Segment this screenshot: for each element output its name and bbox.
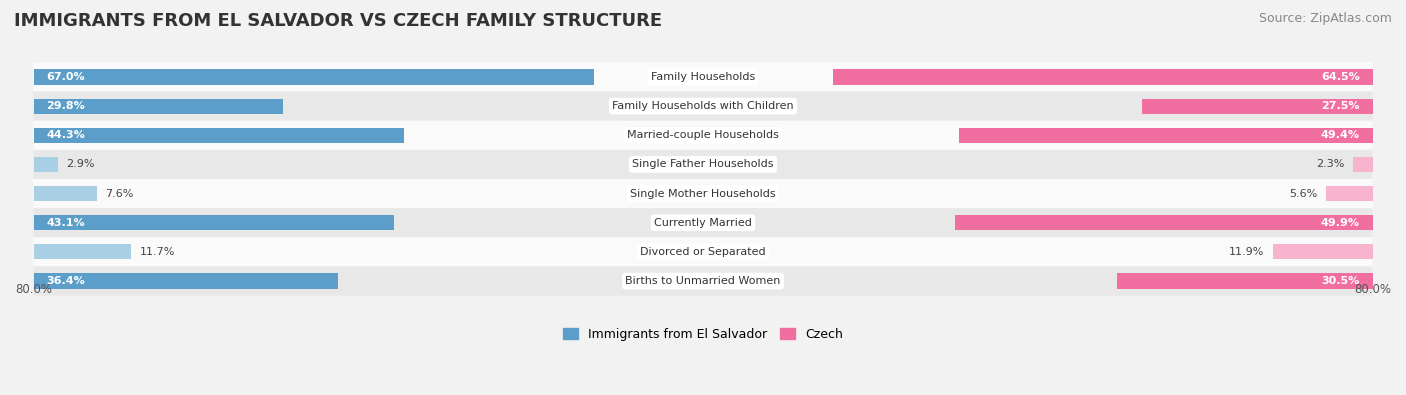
Text: 49.9%: 49.9% [1322,218,1360,228]
Text: 80.0%: 80.0% [1354,283,1391,295]
Text: Divorced or Separated: Divorced or Separated [640,247,766,257]
Text: Single Mother Households: Single Mother Households [630,188,776,199]
Text: 11.9%: 11.9% [1229,247,1264,257]
Text: Family Households: Family Households [651,72,755,82]
Bar [1353,157,1372,172]
FancyBboxPatch shape [34,150,1372,179]
Text: 7.6%: 7.6% [105,188,134,199]
Bar [34,70,595,85]
Text: 11.7%: 11.7% [139,247,176,257]
Text: 67.0%: 67.0% [46,72,84,82]
Bar [34,157,58,172]
Text: 49.4%: 49.4% [1322,130,1360,140]
FancyBboxPatch shape [34,267,1372,295]
FancyBboxPatch shape [34,92,1372,121]
Text: Single Father Households: Single Father Households [633,160,773,169]
FancyBboxPatch shape [34,237,1372,267]
Bar [959,128,1372,143]
Text: 43.1%: 43.1% [46,218,84,228]
Text: Source: ZipAtlas.com: Source: ZipAtlas.com [1258,12,1392,25]
Bar [1118,273,1372,289]
Bar [34,128,405,143]
Bar [832,70,1372,85]
Text: IMMIGRANTS FROM EL SALVADOR VS CZECH FAMILY STRUCTURE: IMMIGRANTS FROM EL SALVADOR VS CZECH FAM… [14,12,662,30]
Text: 36.4%: 36.4% [46,276,84,286]
Bar [955,215,1372,230]
Text: 64.5%: 64.5% [1322,72,1360,82]
Text: 5.6%: 5.6% [1289,188,1317,199]
Text: Births to Unmarried Women: Births to Unmarried Women [626,276,780,286]
Text: 27.5%: 27.5% [1322,101,1360,111]
Bar [34,186,97,201]
Legend: Immigrants from El Salvador, Czech: Immigrants from El Salvador, Czech [564,328,842,341]
Bar [34,273,337,289]
Bar [1272,245,1372,260]
Text: 2.9%: 2.9% [66,160,94,169]
Bar [1142,98,1372,114]
Text: Currently Married: Currently Married [654,218,752,228]
Bar [1326,186,1372,201]
Text: 80.0%: 80.0% [15,283,52,295]
FancyBboxPatch shape [34,121,1372,150]
Bar [34,215,394,230]
Bar [34,245,131,260]
FancyBboxPatch shape [34,62,1372,92]
Text: 29.8%: 29.8% [46,101,84,111]
FancyBboxPatch shape [34,208,1372,237]
Text: 44.3%: 44.3% [46,130,84,140]
Text: Family Households with Children: Family Households with Children [612,101,794,111]
Text: Married-couple Households: Married-couple Households [627,130,779,140]
FancyBboxPatch shape [34,179,1372,208]
Text: 30.5%: 30.5% [1322,276,1360,286]
Text: 2.3%: 2.3% [1316,160,1346,169]
Bar [34,98,283,114]
